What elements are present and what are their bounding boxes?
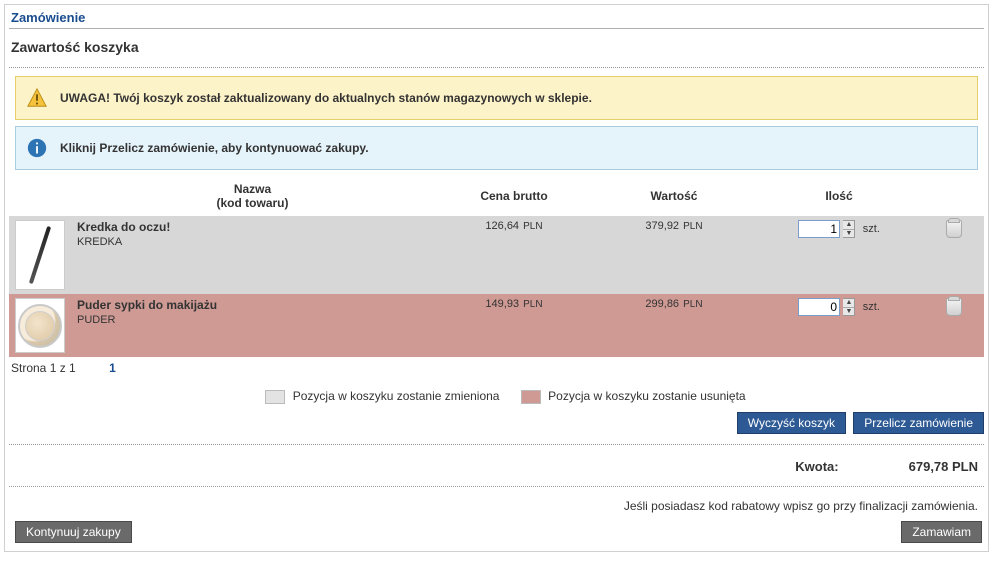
gross-price: 149,93 PLN: [434, 294, 594, 357]
legend-swatch-changed: [265, 390, 285, 404]
warning-icon: [26, 87, 48, 109]
table-row: Puder sypki do makijażu PUDER 149,93 PLN…: [9, 294, 984, 357]
cart-heading: Zawartość koszyka: [9, 35, 984, 65]
col-qty: Ilość: [754, 176, 924, 216]
gross-price: 126,64 PLN: [434, 216, 594, 294]
qty-input[interactable]: [798, 298, 840, 316]
total-row: Kwota: 679,78 PLN: [9, 453, 984, 484]
cart-table: Nazwa (kod towaru) Cena brutto Wartość I…: [9, 176, 984, 357]
spinner-up-icon[interactable]: ▲: [843, 299, 854, 308]
bottom-buttons: Kontynuuj zakupy Zamawiam: [9, 521, 984, 545]
promo-hint: Jeśli posiadasz kod rabatowy wpisz go pr…: [9, 495, 984, 521]
order-title: Zamówienie: [9, 7, 984, 29]
col-name: Nazwa (kod towaru): [71, 176, 434, 216]
page-container: Zamówienie Zawartość koszyka UWAGA! Twój…: [4, 4, 989, 552]
continue-shopping-button[interactable]: Kontynuuj zakupy: [15, 521, 132, 543]
alert-warning-text: UWAGA! Twój koszyk został zaktualizowany…: [60, 91, 592, 105]
unit-label: szt.: [863, 301, 880, 313]
alert-info-text: Kliknij Przelicz zamówienie, aby kontynu…: [60, 141, 369, 155]
spinner-down-icon[interactable]: ▼: [843, 308, 854, 316]
legend-changed: Pozycja w koszyku zostanie zmieniona: [293, 389, 500, 403]
col-price: Cena brutto: [434, 176, 594, 216]
unit-label: szt.: [863, 223, 880, 235]
action-buttons: Wyczyść koszyk Przelicz zamówienie: [9, 410, 984, 442]
order-button[interactable]: Zamawiam: [901, 521, 982, 543]
legend-removed: Pozycja w koszyku zostanie usunięta: [548, 389, 745, 403]
product-code: KREDKA: [77, 236, 428, 248]
pager-text: Strona 1 z 1: [11, 361, 76, 375]
legend: Pozycja w koszyku zostanie zmieniona Poz…: [9, 379, 984, 410]
qty-spinner[interactable]: ▲▼: [843, 298, 855, 316]
alert-warning: UWAGA! Twój koszyk został zaktualizowany…: [15, 76, 978, 120]
product-image: [15, 298, 65, 353]
total-amount: 679,78 PLN: [909, 459, 978, 474]
spinner-up-icon[interactable]: ▲: [843, 221, 854, 230]
info-icon: [26, 137, 48, 159]
qty-spinner[interactable]: ▲▼: [843, 220, 855, 238]
line-value: 379,92 PLN: [594, 216, 754, 294]
delete-icon[interactable]: [946, 220, 962, 238]
product-code: PUDER: [77, 314, 428, 326]
line-value: 299,86 PLN: [594, 294, 754, 357]
pager: Strona 1 z 1 1: [9, 357, 984, 379]
col-value: Wartość: [594, 176, 754, 216]
qty-input[interactable]: [798, 220, 840, 238]
divider: [9, 444, 984, 445]
divider: [9, 67, 984, 68]
product-name[interactable]: Puder sypki do makijażu: [77, 298, 428, 312]
spinner-down-icon[interactable]: ▼: [843, 230, 854, 238]
product-image: [15, 220, 65, 290]
table-row: Kredka do oczu! KREDKA 126,64 PLN 379,92…: [9, 216, 984, 294]
alert-info: Kliknij Przelicz zamówienie, aby kontynu…: [15, 126, 978, 170]
total-label: Kwota:: [795, 459, 838, 474]
divider: [9, 486, 984, 487]
delete-icon[interactable]: [946, 298, 962, 316]
product-name[interactable]: Kredka do oczu!: [77, 220, 428, 234]
clear-cart-button[interactable]: Wyczyść koszyk: [737, 412, 846, 434]
page-number[interactable]: 1: [109, 361, 116, 375]
legend-swatch-removed: [521, 390, 541, 404]
recalculate-button[interactable]: Przelicz zamówienie: [853, 412, 984, 434]
